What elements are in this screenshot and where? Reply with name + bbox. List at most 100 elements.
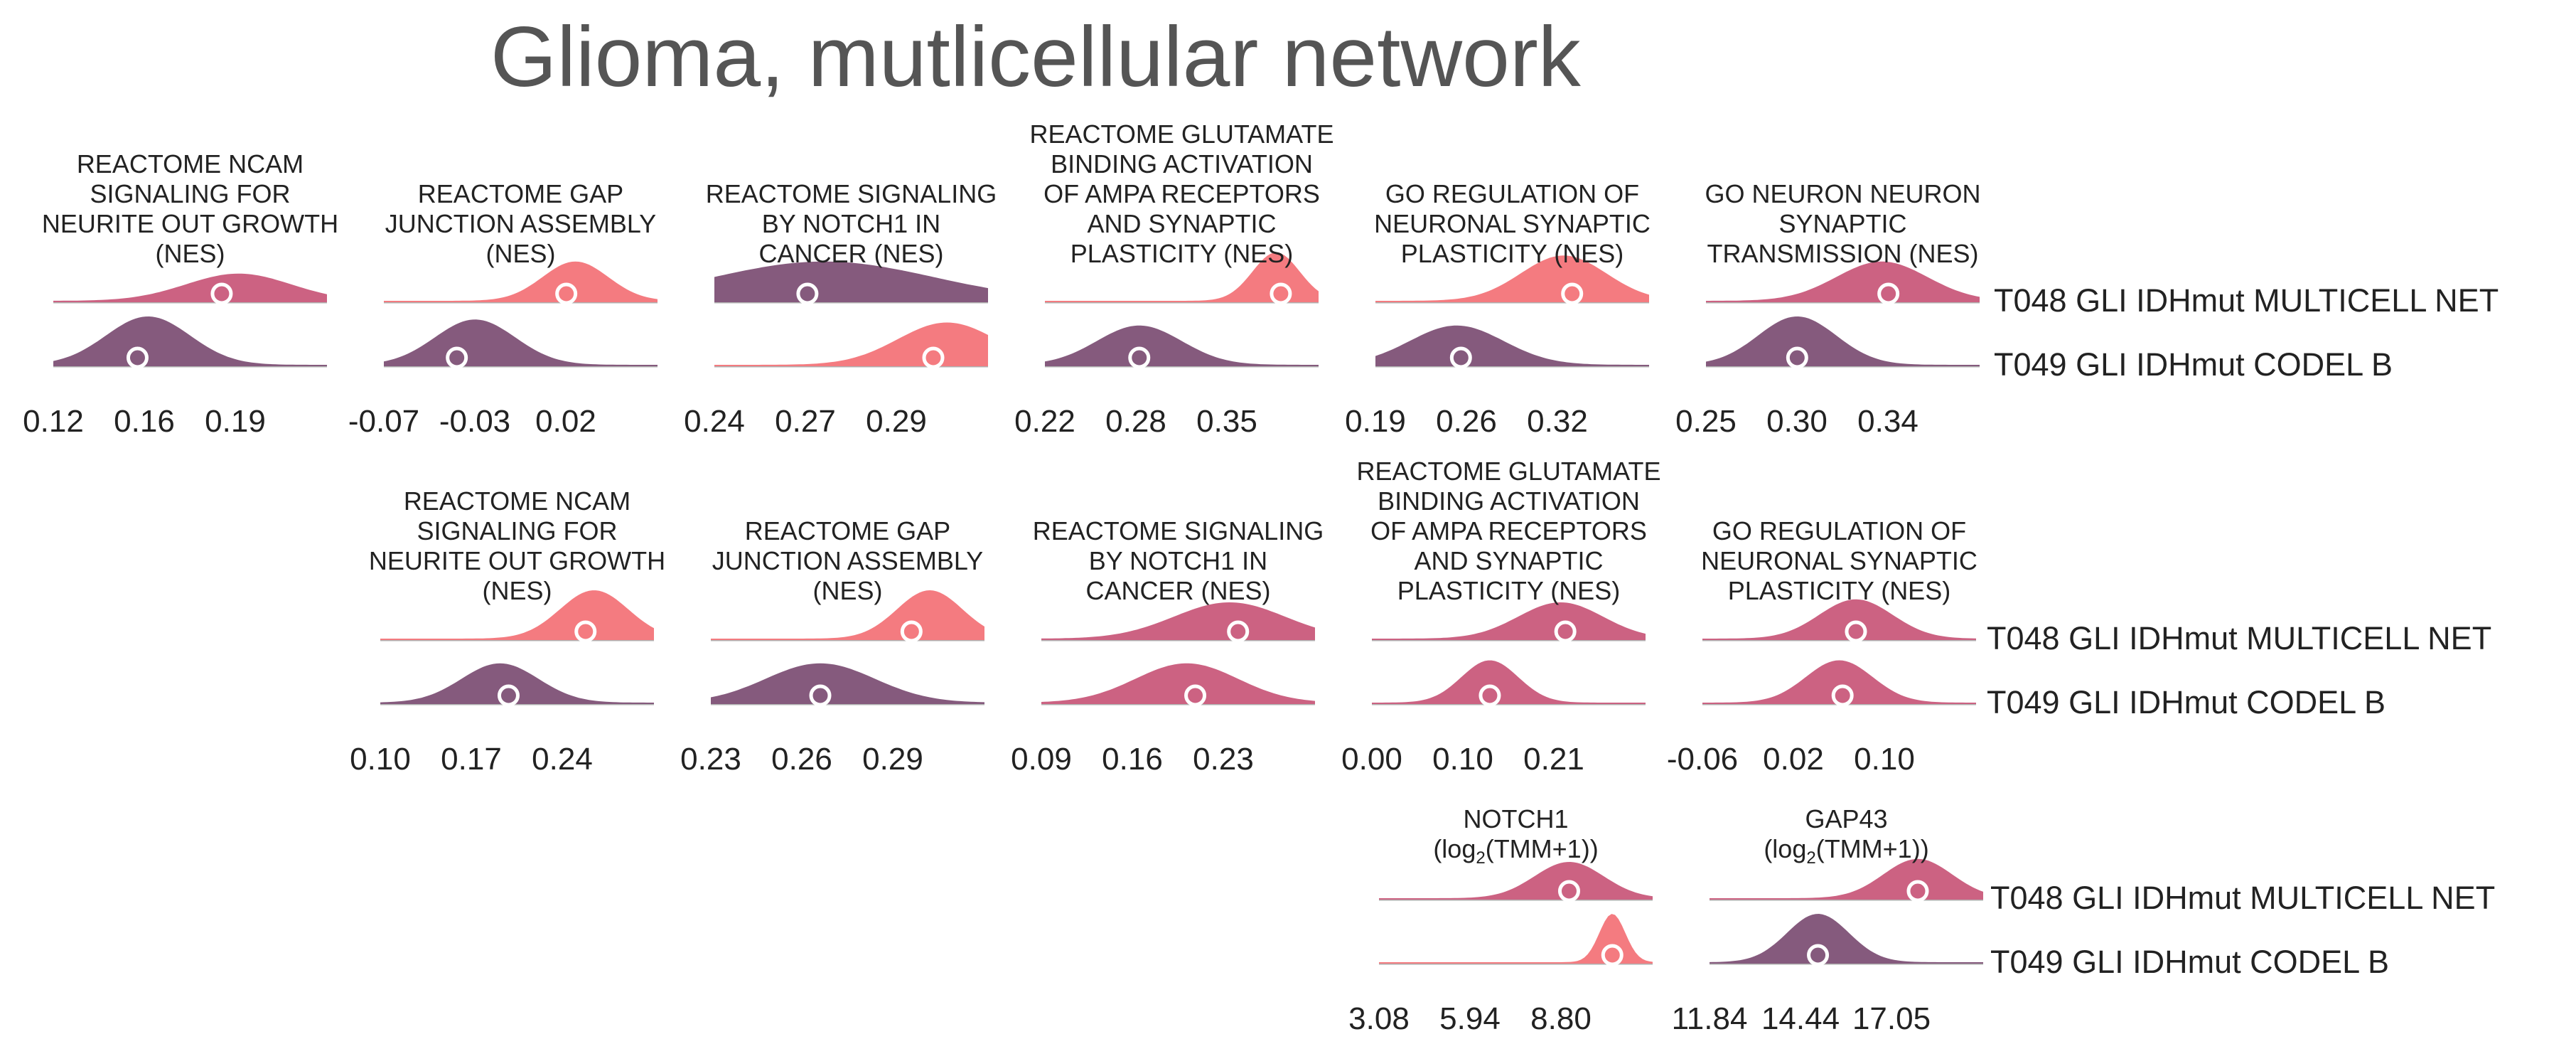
x-axis-ticks: 0.25 0.30 0.34 [1675, 402, 1980, 442]
median-marker [210, 282, 233, 305]
x-tick-label: 0.00 [1341, 742, 1402, 777]
panel-title: GO REGULATION OF NEURONAL SYNAPTIC PLASTIC… [1349, 179, 1676, 269]
density-area [380, 663, 654, 704]
x-tick-label: -0.07 [348, 404, 420, 439]
panel-title-line: (log2(TMM+1)) [1433, 834, 1599, 868]
x-axis-ticks: -0.07 -0.03 0.02 [348, 402, 658, 442]
panel-title-line: REACTOME GLUTAMATE [1356, 457, 1661, 486]
x-axis-ticks: 0.24 0.27 0.29 [684, 402, 988, 442]
panel-title-line: (NES) [482, 576, 552, 605]
panel-title-line: CANCER (NES) [1085, 576, 1271, 605]
median-marker [1184, 684, 1207, 707]
ridge-T048 [714, 261, 988, 305]
density-area [1379, 914, 1653, 964]
panel-title-line: REACTOME SIGNALING [705, 179, 997, 208]
panel-title-line: NEURITE OUT GROWTH [41, 209, 339, 238]
x-axis-ticks: 0.00 0.10 0.21 [1341, 740, 1646, 779]
x-tick-label: 0.30 [1766, 404, 1828, 439]
median-marker [1557, 880, 1580, 902]
panel-title-line: PLASTICITY (NES) [1070, 239, 1294, 268]
x-tick-label: 0.10 [350, 742, 411, 777]
median-marker [1128, 346, 1151, 369]
panel-title: REACTOME NCAM SIGNALING FOR NEURITE OUT GR… [354, 486, 681, 606]
panel-title: REACTOME GAP JUNCTION ASSEMBLY (NES) [358, 179, 685, 269]
x-tick-label: 0.35 [1196, 404, 1257, 439]
panel-title-line: REACTOME GAP [417, 179, 624, 208]
median-marker [1554, 620, 1577, 643]
x-tick-label: 0.16 [114, 404, 175, 439]
panel-title-line: GO REGULATION OF [1385, 179, 1640, 208]
x-tick-label: 0.23 [680, 742, 741, 777]
ridge-T048 [1379, 862, 1653, 902]
panel-title-line: REACTOME GLUTAMATE [1029, 119, 1334, 149]
panel-title: REACTOME SIGNALING BY NOTCH1 IN CANCER (NE… [1015, 516, 1342, 606]
series-label: T048 GLI IDHmut MULTICELL NET [1987, 620, 2492, 656]
density-area [1041, 663, 1315, 704]
panel-title-line: JUNCTION ASSEMBLY [385, 209, 657, 238]
panel-title: REACTOME SIGNALING BY NOTCH1 IN CANCER (NE… [688, 179, 1015, 269]
ridge-T048 [1041, 602, 1315, 643]
median-marker [922, 346, 945, 369]
density-area [1045, 252, 1319, 302]
density-area [1372, 660, 1646, 704]
panel-title: REACTOME NCAM SIGNALING FOR NEURITE OUT GR… [27, 149, 354, 269]
x-axis-ticks: -0.06 0.02 0.10 [1667, 740, 1976, 779]
median-marker [1478, 684, 1501, 707]
x-tick-label: 0.25 [1675, 404, 1737, 439]
panel-title-line: (NES) [812, 576, 883, 605]
x-axis-ticks: 0.09 0.16 0.23 [1011, 740, 1315, 779]
x-tick-label: 0.02 [535, 404, 596, 439]
panel-title-line: TRANSMISSION (NES) [1707, 239, 1979, 268]
ridge-T049 [1045, 325, 1319, 369]
panel-title-line: (log2(TMM+1)) [1764, 834, 1929, 868]
x-tick-label: 0.19 [1345, 404, 1406, 439]
panel-title-line: CANCER (NES) [758, 239, 944, 268]
x-tick-label: 3.08 [1348, 1001, 1410, 1036]
x-tick-label: 0.32 [1527, 404, 1588, 439]
density-area [1702, 660, 1976, 704]
panel-title-line: GAP43 [1805, 804, 1888, 833]
density-area [1379, 862, 1653, 900]
panel-title: GO NEURON NEURON SYNAPTIC TRANSMISSION (NE… [1680, 179, 2007, 269]
panel-title-line: JUNCTION ASSEMBLY [712, 546, 984, 575]
ridge-T048 [1045, 252, 1319, 305]
ridge-T049 [53, 316, 327, 369]
x-tick-label: 5.94 [1439, 1001, 1501, 1036]
series-label: T049 GLI IDHmut CODEL B [1987, 684, 2386, 720]
panel-title: REACTOME GAP JUNCTION ASSEMBLY (NES) [685, 516, 1011, 606]
x-tick-label: 0.22 [1014, 404, 1075, 439]
ridge-T048 [711, 590, 984, 643]
median-marker [1227, 620, 1250, 643]
panel-title-line: REACTOME GAP [744, 516, 951, 545]
x-tick-label: 0.29 [862, 742, 923, 777]
x-tick-label: -0.03 [439, 404, 511, 439]
ridge-T048 [1706, 261, 1980, 305]
x-tick-label: 0.27 [775, 404, 836, 439]
panel-title-line: SIGNALING FOR [90, 179, 291, 208]
panel-title-line: NEURITE OUT GROWTH [368, 546, 666, 575]
median-marker [574, 620, 597, 643]
x-tick-label: 0.26 [771, 742, 832, 777]
series-label: T048 GLI IDHmut MULTICELL NET [1990, 880, 2496, 916]
panel-title: GAP43 (log2(TMM+1)) [1683, 804, 2010, 873]
density-area [1710, 858, 1983, 900]
x-tick-label: 0.02 [1763, 742, 1824, 777]
density-area [714, 322, 988, 366]
density-area [384, 261, 658, 302]
density-area [711, 590, 984, 640]
panel-title: REACTOME GLUTAMATE BINDING ACTIVATION OF A… [1019, 119, 1346, 269]
panel-title-line: AND SYNAPTIC [1414, 546, 1604, 575]
ridge-T049 [1702, 660, 1976, 707]
ridge-T048 [380, 590, 654, 643]
panel-title-line: NOTCH1 [1463, 804, 1569, 833]
ridge-T048 [1372, 602, 1646, 643]
panel-title-line: GO NEURON NEURON [1705, 179, 1981, 208]
median-marker [1601, 944, 1624, 966]
chart-title: Glioma, mutlicellular network [490, 9, 1581, 105]
x-tick-label: 0.09 [1011, 742, 1072, 777]
ridge-T049 [1041, 663, 1315, 707]
x-tick-label: 0.24 [684, 404, 745, 439]
panel-title-line: OF AMPA RECEPTORS [1370, 516, 1647, 545]
panel-title: GO REGULATION OF NEURONAL SYNAPTIC PLASTIC… [1676, 516, 2003, 606]
